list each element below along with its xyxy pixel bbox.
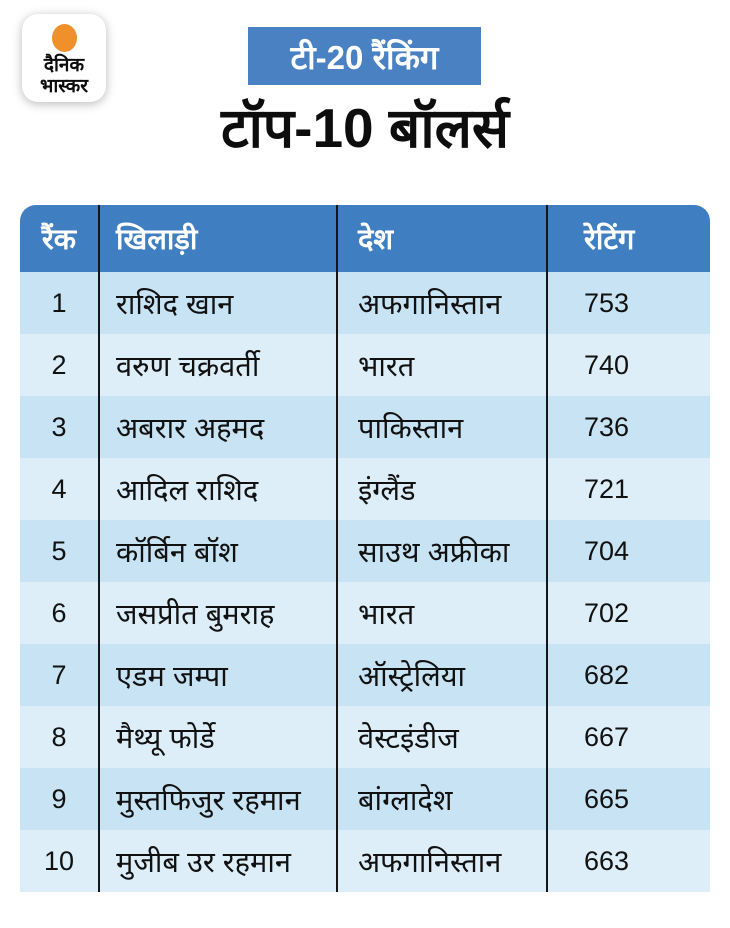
rank-cell: 7 bbox=[20, 644, 100, 706]
rating-cell: 663 bbox=[584, 845, 630, 876]
country-cell: ऑस्ट्रेलिया bbox=[338, 644, 548, 706]
rank-cell: 10 bbox=[20, 830, 100, 892]
player-cell: एडम जम्पा bbox=[100, 644, 338, 706]
rank-cell: 1 bbox=[20, 272, 100, 334]
rank-cell: 3 bbox=[20, 396, 100, 458]
country-cell: बांग्लादेश bbox=[338, 768, 548, 830]
rating-cell: 704 bbox=[584, 535, 630, 566]
table-row: 1 राशिद खान अफगानिस्तान 753 bbox=[20, 272, 710, 334]
table-body: 1 राशिद खान अफगानिस्तान 753 2 वरुण चक्रव… bbox=[20, 272, 710, 892]
player-cell: आदिल राशिद bbox=[100, 458, 338, 520]
rank-cell: 6 bbox=[20, 582, 100, 644]
rank-cell: 5 bbox=[20, 520, 100, 582]
logo-text-line1: दैनिक bbox=[43, 55, 85, 76]
page-title: टॉप-10 बॉलर्स bbox=[220, 97, 510, 159]
rating-cell: 740 bbox=[584, 349, 630, 380]
rankings-table: रैंक खिलाड़ी देश रेटिंग 1 राशिद खान अफगा… bbox=[20, 205, 710, 892]
logo-text-line2: भास्कर bbox=[39, 76, 89, 97]
rating-cell: 667 bbox=[584, 721, 630, 752]
rank-cell: 8 bbox=[20, 706, 100, 768]
table-row: 10 मुजीब उर रहमान अफगानिस्तान 663 bbox=[20, 830, 710, 892]
rank-cell: 4 bbox=[20, 458, 100, 520]
player-cell: मैथ्यू फोर्डे bbox=[100, 706, 338, 768]
rating-cell: 753 bbox=[584, 287, 630, 318]
rating-cell: 721 bbox=[584, 473, 630, 504]
rank-cell: 2 bbox=[20, 334, 100, 396]
table-row: 7 एडम जम्पा ऑस्ट्रेलिया 682 bbox=[20, 644, 710, 706]
table-row: 3 अबरार अहमद पाकिस्तान 736 bbox=[20, 396, 710, 458]
table-row: 2 वरुण चक्रवर्ती भारत 740 bbox=[20, 334, 710, 396]
country-cell: भारत bbox=[338, 334, 548, 396]
country-cell: साउथ अफ्रीका bbox=[338, 520, 548, 582]
table-row: 9 मुस्तफिजुर रहमान बांग्लादेश 665 bbox=[20, 768, 710, 830]
player-cell: मुस्तफिजुर रहमान bbox=[100, 768, 338, 830]
table-row: 8 मैथ्यू फोर्डे वेस्टइंडीज 667 bbox=[20, 706, 710, 768]
player-cell: वरुण चक्रवर्ती bbox=[100, 334, 338, 396]
country-cell: अफगानिस्तान bbox=[338, 272, 548, 334]
rating-cell: 736 bbox=[584, 411, 630, 442]
rating-cell: 702 bbox=[584, 597, 630, 628]
player-cell: मुजीब उर रहमान bbox=[100, 830, 338, 892]
sun-dot-icon bbox=[51, 24, 77, 52]
country-cell: वेस्टइंडीज bbox=[338, 706, 548, 768]
column-header-rating: रेटिंग bbox=[584, 224, 635, 256]
table-row: 5 कॉर्बिन बॉश साउथ अफ्रीका 704 bbox=[20, 520, 710, 582]
column-header-player: खिलाड़ी bbox=[100, 205, 338, 272]
player-cell: जसप्रीत बुमराह bbox=[100, 582, 338, 644]
table-row: 4 आदिल राशिद इंग्लैंड 721 bbox=[20, 458, 710, 520]
country-cell: भारत bbox=[338, 582, 548, 644]
rating-cell: 682 bbox=[584, 659, 630, 690]
player-cell: राशिद खान bbox=[100, 272, 338, 334]
table-row: 6 जसप्रीत बुमराह भारत 702 bbox=[20, 582, 710, 644]
country-cell: अफगानिस्तान bbox=[338, 830, 548, 892]
rating-cell: 665 bbox=[584, 783, 630, 814]
column-header-country: देश bbox=[338, 205, 548, 272]
rank-cell: 9 bbox=[20, 768, 100, 830]
table-header-row: रैंक खिलाड़ी देश रेटिंग bbox=[20, 205, 710, 272]
column-header-rank: रैंक bbox=[20, 205, 100, 272]
dainik-bhaskar-logo: दैनिक भास्कर bbox=[22, 14, 106, 102]
country-cell: पाकिस्तान bbox=[338, 396, 548, 458]
country-cell: इंग्लैंड bbox=[338, 458, 548, 520]
ranking-badge: टी-20 रैंकिंग bbox=[248, 27, 481, 85]
player-cell: कॉर्बिन बॉश bbox=[100, 520, 338, 582]
player-cell: अबरार अहमद bbox=[100, 396, 338, 458]
